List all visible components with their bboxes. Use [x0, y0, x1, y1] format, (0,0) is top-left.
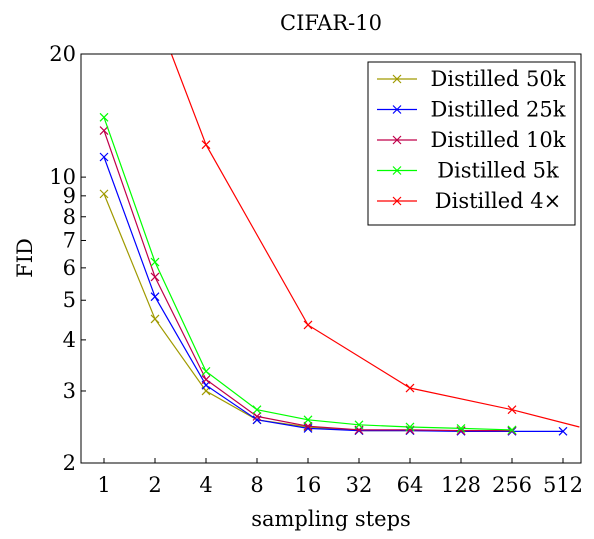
data-point [99, 189, 109, 199]
data-point [201, 140, 211, 150]
legend-marker [392, 105, 402, 114]
series-group [99, 126, 517, 436]
data-point [252, 411, 262, 421]
legend-marker [392, 166, 402, 175]
data-point [201, 375, 211, 384]
data-point [507, 425, 517, 435]
y-tick-label: 5 [63, 288, 76, 312]
x-tick-label: 64 [397, 473, 424, 497]
legend-entry: Distilled 25k [377, 98, 566, 122]
x-tick-label: 128 [441, 473, 481, 497]
data-point [150, 272, 160, 282]
y-tick-label: 8 [63, 205, 76, 229]
legend-entry: Distilled 10k [377, 128, 566, 152]
y-tick-label: 3 [63, 379, 76, 403]
series-line [170, 54, 580, 428]
x-tick-label: 32 [346, 473, 373, 497]
data-point [507, 405, 517, 415]
data-point [150, 314, 160, 324]
x-tick-label: 8 [250, 473, 263, 497]
y-tick-label: 4 [63, 328, 76, 352]
x-tick-label: 1 [97, 473, 110, 497]
data-point [252, 405, 262, 415]
plot-frame [80, 53, 582, 464]
series-group [99, 112, 517, 435]
y-tick-label: 20 [49, 42, 76, 66]
legend-entry: Distilled 5k [377, 159, 559, 183]
x-axis-label: sampling steps [251, 507, 411, 531]
y-tick-label: 6 [63, 256, 76, 280]
data-point [405, 422, 415, 432]
legend-label: Distilled 4× [435, 189, 561, 213]
data-point [303, 421, 313, 431]
y-tick-label: 7 [63, 228, 76, 252]
y-tick-label: 10 [49, 165, 76, 189]
series-line [103, 193, 512, 432]
data-point [150, 257, 160, 267]
x-tick-label: 512 [543, 473, 583, 497]
data-point [303, 320, 313, 330]
y-tick-label: 2 [63, 451, 76, 475]
legend-entry: Distilled 50k [377, 67, 566, 91]
legend-box [367, 61, 576, 226]
series-group [170, 54, 580, 428]
legend-label: Distilled 5k [437, 159, 559, 183]
x-tick-label: 16 [295, 473, 322, 497]
x-tick-label: 2 [148, 473, 161, 497]
data-point [99, 126, 109, 135]
data-point [456, 423, 466, 433]
x-tick-label: 256 [492, 473, 532, 497]
legend-label: Distilled 50k [431, 67, 566, 91]
chart-title: CIFAR-10 [280, 11, 382, 35]
data-point [201, 366, 211, 376]
series-group [99, 189, 517, 436]
y-tick-label: 9 [63, 184, 76, 208]
series-layer [99, 54, 580, 436]
legend-label: Distilled 25k [431, 98, 566, 122]
data-point [303, 415, 313, 425]
y-axis-label: FID [13, 238, 37, 278]
x-tick-label: 4 [199, 473, 212, 497]
data-point [558, 426, 568, 436]
legend-marker [392, 135, 402, 145]
data-point [99, 152, 109, 162]
legend-marker [392, 196, 402, 206]
data-point [99, 112, 109, 122]
data-point [354, 420, 364, 430]
data-point [150, 292, 160, 302]
legend-label: Distilled 10k [431, 128, 566, 152]
series-line [103, 156, 563, 432]
legend: Distilled 50k Distilled 25k Distilled 10k D… [367, 61, 576, 226]
data-point [405, 383, 415, 393]
legend-marker [392, 74, 402, 84]
legend-entry: Distilled 4× [377, 189, 561, 213]
